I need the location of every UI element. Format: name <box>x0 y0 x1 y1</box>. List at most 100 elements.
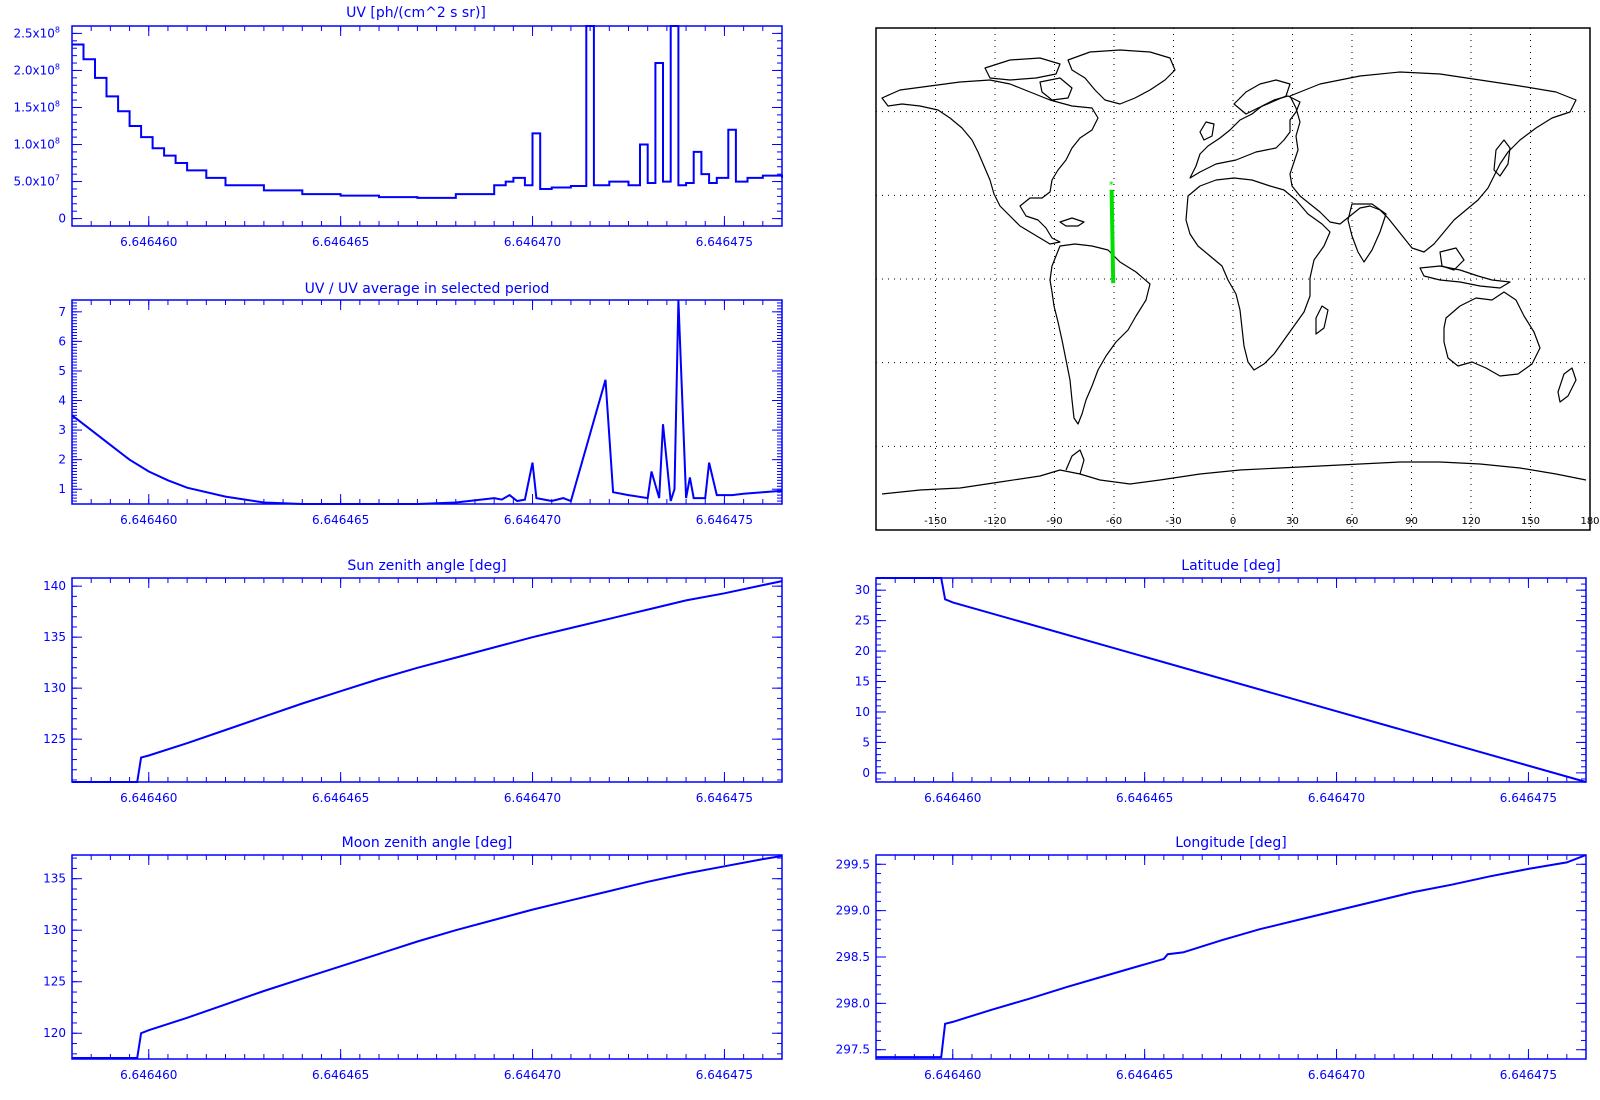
x-tick-label: 6.646475 <box>1500 791 1557 805</box>
x-tick-label: 6.646465 <box>312 1068 369 1082</box>
x-tick-label: 6.646470 <box>1308 791 1365 805</box>
y-tick-label: 298.5 <box>836 950 870 964</box>
x-tick-label: 6.646470 <box>504 513 561 527</box>
uv-frame <box>71 25 783 227</box>
x-tick-label: 6.646470 <box>504 1068 561 1082</box>
y-tick-label: 3 <box>58 423 66 437</box>
x-tick-label: 6.646465 <box>312 513 369 527</box>
x-tick-label: 6.646460 <box>120 1068 177 1082</box>
europe-outline <box>1189 95 1301 179</box>
sun-zenith-series-line <box>72 580 783 783</box>
longitude-panel: Longitude [deg] 297.5 298.0 298.5 299.0 299.… <box>836 835 1587 1082</box>
y-tick-label: 2.5x108 <box>13 25 60 40</box>
japan-outline <box>1493 139 1511 177</box>
latitude-x-tick-labels: 6.646460 6.646465 6.646470 6.646475 <box>924 791 1557 805</box>
map-coastlines <box>881 49 1587 495</box>
uk-outline <box>1199 121 1215 141</box>
x-tick-label: 6.646465 <box>312 791 369 805</box>
y-tick-label: 130 <box>43 923 66 937</box>
longitude-series-line <box>876 854 1587 1059</box>
x-tick-label: 6.646470 <box>1308 1068 1365 1082</box>
x-tick-label: 6.646465 <box>312 235 369 249</box>
y-tick-mantissa: 1.0x10 <box>13 138 54 152</box>
y-tick-exponent: 8 <box>55 137 60 146</box>
moon-zenith-panel: Moon zenith angle [deg] 120 125 130 135 6.6… <box>43 835 783 1082</box>
y-tick-label: 135 <box>43 630 66 644</box>
x-tick-label: 6.646475 <box>696 235 753 249</box>
greenland-outline <box>1067 49 1176 105</box>
borneo-outline <box>1439 247 1465 271</box>
map-lon-label: -150 <box>924 516 947 527</box>
x-tick-label: 6.646460 <box>924 791 981 805</box>
x-tick-label: 6.646475 <box>696 513 753 527</box>
ground-track-start-marker: * <box>1109 180 1114 191</box>
y-tick-exponent: 8 <box>55 62 60 71</box>
asia-outline <box>1289 71 1577 253</box>
uv-ticks <box>71 25 783 227</box>
map-longitude-tick-labels: -150 -120 -90 -60 -30 0 30 60 90 120 150 180 <box>924 516 1599 527</box>
arctic-islands-outline <box>984 57 1061 81</box>
y-tick-label: 1.5x108 <box>13 99 60 114</box>
y-tick-mantissa: 5.0x10 <box>13 175 54 189</box>
moon-zenith-y-tick-labels: 120 125 130 135 <box>43 872 66 1041</box>
x-tick-label: 6.646460 <box>120 791 177 805</box>
y-tick-exponent: 8 <box>55 99 60 108</box>
y-tick-label: 10 <box>855 705 870 719</box>
antarctic-peninsula-outline <box>1065 449 1085 475</box>
cuba-outline <box>1059 217 1085 227</box>
antarctica-outline <box>881 461 1587 495</box>
map-lon-label: -120 <box>984 516 1007 527</box>
y-tick-label: 298.0 <box>836 996 870 1010</box>
uv-series-line <box>72 25 783 199</box>
moon-zenith-series-line <box>72 855 783 1059</box>
australia-outline <box>1443 291 1541 377</box>
y-tick-label: 299.0 <box>836 904 870 918</box>
map-lon-label: 180 <box>1580 516 1599 527</box>
sun-zenith-frame <box>71 577 783 783</box>
y-tick-label: 7 <box>58 305 66 319</box>
y-tick-label: 299.5 <box>836 857 870 871</box>
map-lon-label: -90 <box>1046 516 1062 527</box>
y-tick-label: 120 <box>43 1026 66 1040</box>
uv-ratio-y-tick-labels: 1 2 3 4 5 6 7 <box>58 305 66 496</box>
moon-zenith-x-tick-labels: 6.646460 6.646465 6.646470 6.646475 <box>120 1068 753 1082</box>
y-tick-label: 15 <box>855 675 870 689</box>
x-tick-label: 6.646460 <box>120 235 177 249</box>
y-tick-label: 5 <box>862 735 870 749</box>
y-tick-mantissa: 2.5x10 <box>13 26 54 40</box>
uv-x-tick-labels: 6.646460 6.646465 6.646470 6.646475 <box>120 235 753 249</box>
longitude-x-tick-labels: 6.646460 6.646465 6.646470 6.646475 <box>924 1068 1557 1082</box>
north-america-outline <box>881 79 1099 245</box>
y-tick-label: 25 <box>855 614 870 628</box>
latitude-y-tick-labels: 0 5 10 15 20 25 30 <box>855 583 870 780</box>
map-lon-label: 0 <box>1230 516 1236 527</box>
sun-zenith-panel: Sun zenith angle [deg] 125 130 135 140 6.64… <box>43 558 783 805</box>
y-tick-mantissa: 2.0x10 <box>13 63 54 77</box>
scandinavia-outline <box>1233 79 1291 115</box>
sun-zenith-ticks <box>71 578 783 782</box>
y-tick-mantissa: 1.5x10 <box>13 100 54 114</box>
map-lon-label: 60 <box>1346 516 1359 527</box>
sun-zenith-y-tick-labels: 125 130 135 140 <box>43 579 66 746</box>
moon-zenith-frame <box>71 854 783 1060</box>
y-tick-label: 0 <box>862 766 870 780</box>
south-america-outline <box>1049 243 1151 425</box>
y-tick-exponent: 8 <box>55 25 60 34</box>
x-tick-label: 6.646475 <box>696 791 753 805</box>
y-tick-label: 140 <box>43 579 66 593</box>
map-lon-label: -30 <box>1165 516 1181 527</box>
madagascar-outline <box>1315 305 1329 335</box>
uv-ratio-panel: UV / UV average in selected period 1 2 3 4 5… <box>58 281 783 527</box>
map-lon-label: -60 <box>1106 516 1122 527</box>
africa-outline <box>1185 177 1331 371</box>
indonesia-outline <box>1419 265 1511 289</box>
map-lon-label: 30 <box>1286 516 1299 527</box>
y-tick-label: 0 <box>58 212 66 226</box>
map-lon-label: 150 <box>1521 516 1540 527</box>
x-tick-label: 6.646465 <box>1116 791 1173 805</box>
longitude-ticks <box>875 855 1587 1060</box>
longitude-y-tick-labels: 297.5 298.0 298.5 299.0 299.5 <box>836 857 870 1056</box>
y-tick-exponent: 7 <box>55 174 60 183</box>
